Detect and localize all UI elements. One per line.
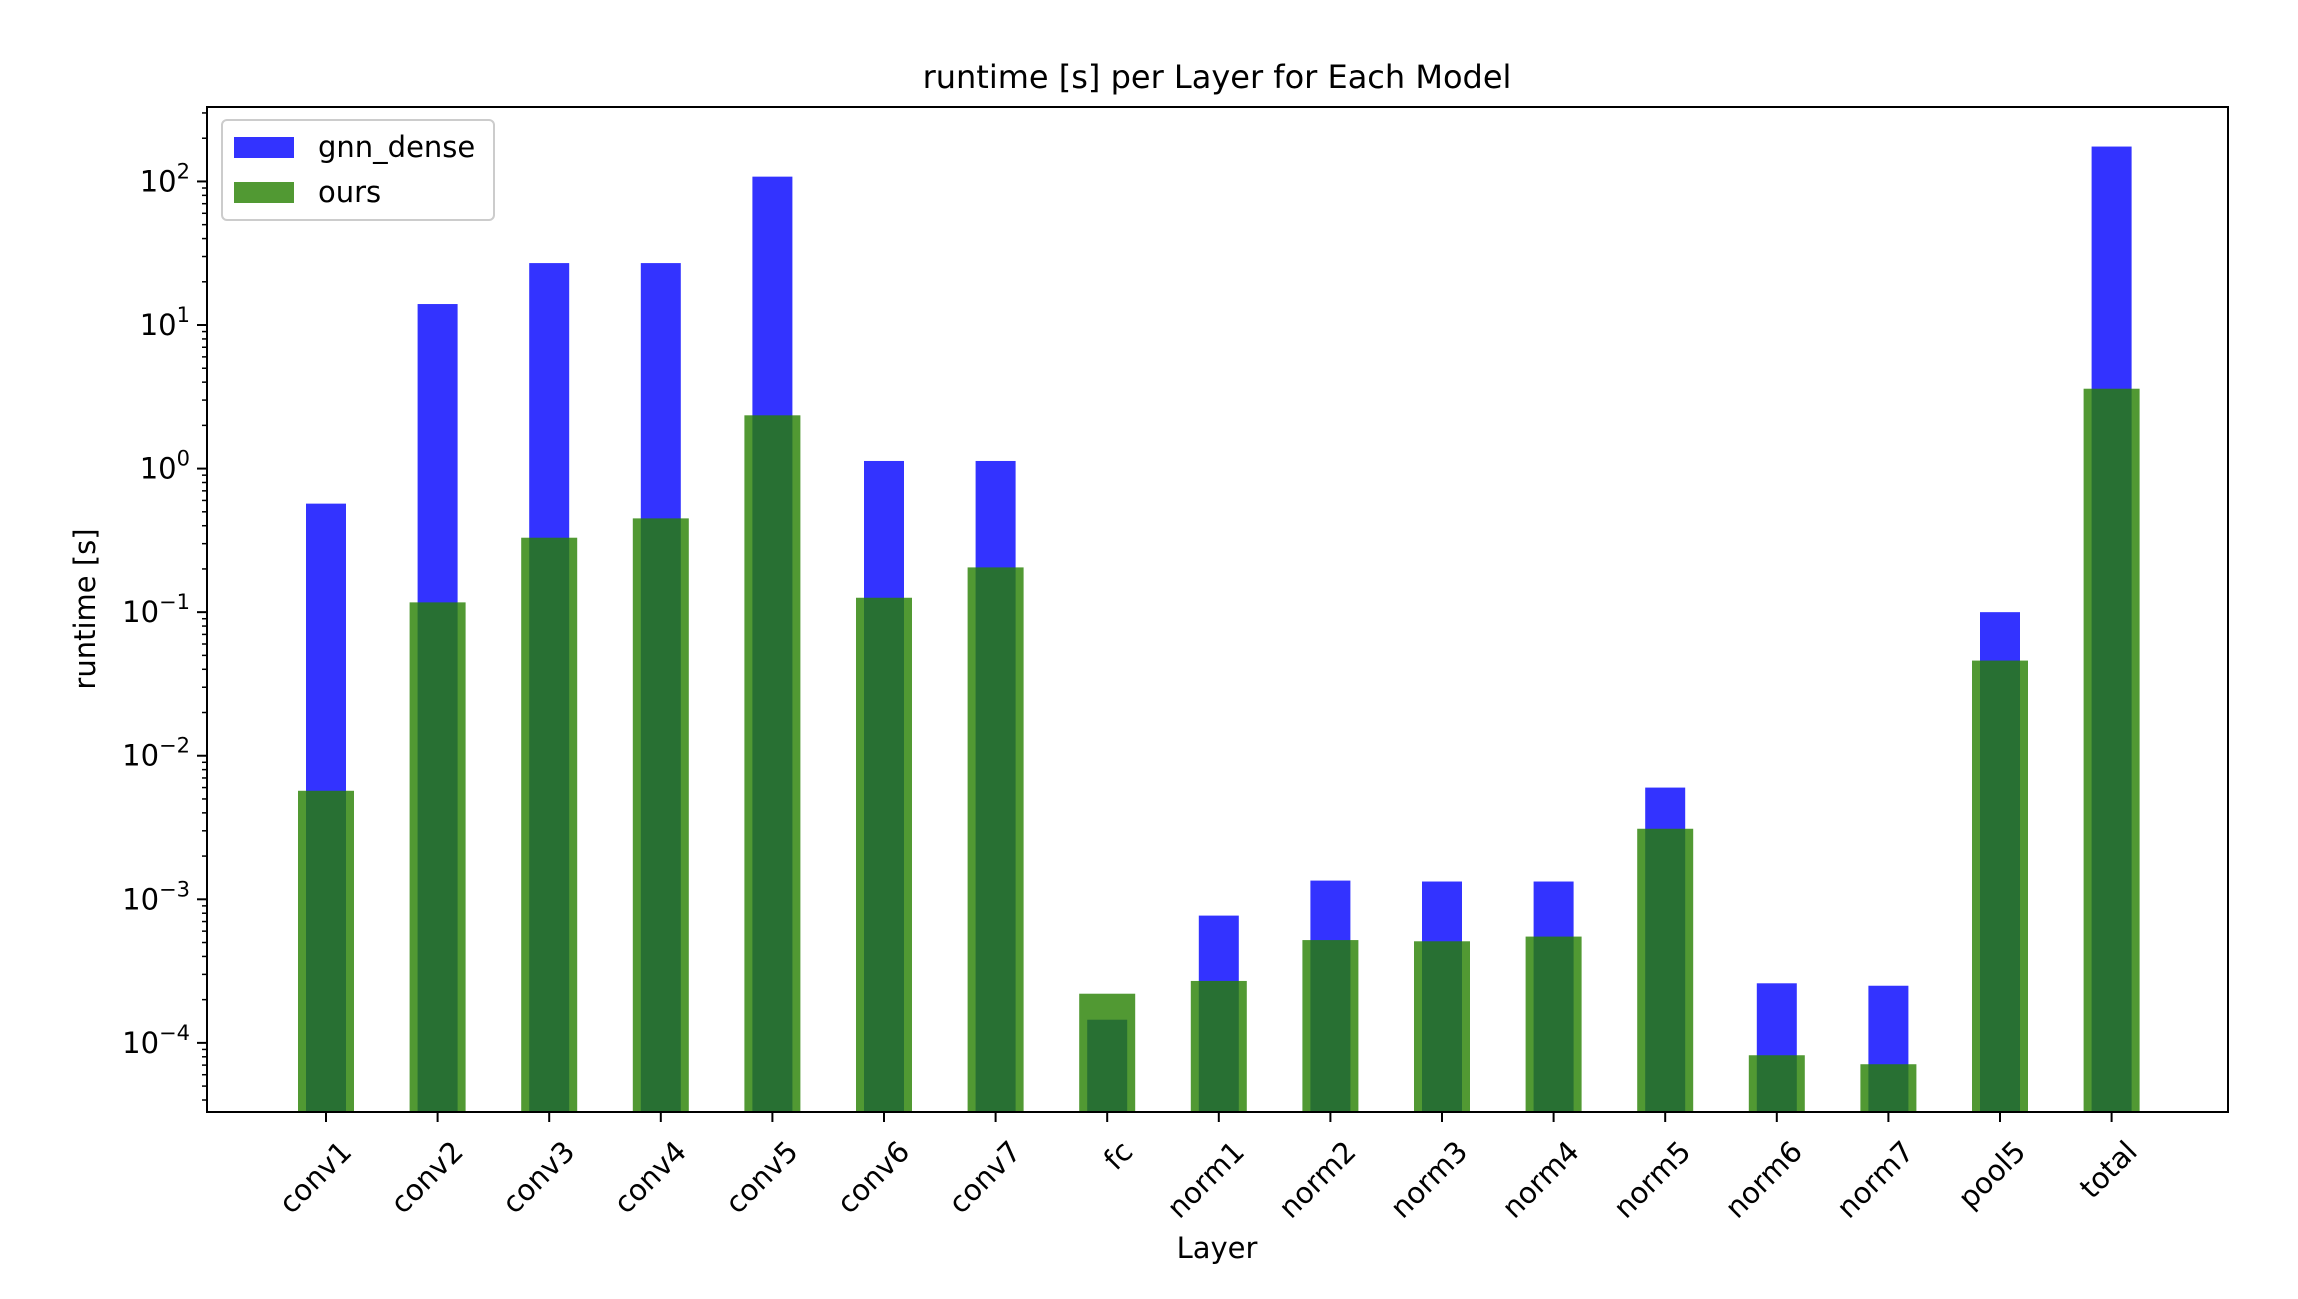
y-tick-label: 100 [140, 447, 190, 486]
y-tick-label: 101 [140, 303, 190, 342]
y-tick-label: 10−3 [122, 877, 190, 916]
bar-ours-norm2 [1302, 940, 1359, 1112]
x-tick-label-conv1: conv1 [272, 1134, 358, 1220]
bar-ours-conv7 [967, 567, 1024, 1112]
x-tick-label-conv7: conv7 [942, 1134, 1028, 1220]
legend: gnn_dense ours [221, 119, 495, 221]
bar-ours-norm7 [1860, 1064, 1917, 1112]
x-tick-label-conv3: conv3 [495, 1134, 581, 1220]
legend-label-gnn-dense: gnn_dense [318, 130, 475, 164]
y-tick-label: 102 [140, 159, 190, 198]
x-axis: conv1 conv2 conv3 conv4 conv5 conv6 conv7 fc nor… [272, 1112, 2144, 1225]
x-tick-label-norm7: norm7 [1830, 1134, 1921, 1225]
legend-label-ours: ours [318, 175, 381, 209]
x-tick-label-norm2: norm2 [1272, 1134, 1363, 1225]
legend-swatch-ours [234, 182, 294, 203]
y-tick-label: 10−1 [122, 590, 190, 629]
bar-ours-conv3 [521, 537, 578, 1112]
x-tick-label-conv4: conv4 [607, 1134, 693, 1220]
x-axis-label: Layer [1177, 1231, 1258, 1265]
x-tick-label-norm5: norm5 [1607, 1134, 1698, 1225]
bar-ours-conv6 [856, 597, 912, 1112]
bar-ours-fc [1079, 993, 1136, 1112]
x-tick-label-conv5: conv5 [719, 1134, 805, 1220]
bar-ours-norm3 [1414, 941, 1470, 1112]
x-tick-label-total: total [2073, 1134, 2144, 1205]
x-tick-label-norm3: norm3 [1384, 1134, 1475, 1225]
x-tick-label-norm6: norm6 [1718, 1134, 1809, 1225]
y-axis: 10−4 10−3 10−2 10−1 100 101 102 [122, 112, 207, 1101]
bar-ours-conv1 [298, 790, 354, 1112]
bar-ours-pool5 [1972, 660, 2028, 1112]
plot-frame [206, 106, 2229, 1113]
bar-ours-conv5 [744, 415, 801, 1112]
bar-ours-norm6 [1748, 1055, 1805, 1112]
x-tick-label-norm1: norm1 [1160, 1134, 1251, 1225]
bars-layer [298, 146, 2140, 1113]
y-tick-label: 10−4 [122, 1021, 190, 1060]
bar-ours-conv2 [409, 602, 466, 1112]
bar-ours-conv4 [632, 518, 689, 1112]
x-tick-label-pool5: pool5 [1951, 1134, 2032, 1215]
legend-swatch-gnn-dense [234, 137, 294, 158]
x-tick-label-conv6: conv6 [830, 1134, 916, 1220]
bar-ours-norm5 [1637, 828, 1694, 1112]
x-tick-label-conv2: conv2 [384, 1134, 470, 1220]
bar-ours-norm1 [1190, 980, 1247, 1112]
x-tick-label-norm4: norm4 [1495, 1134, 1586, 1225]
y-axis-label: runtime [s] [68, 528, 102, 689]
bar-ours-total [2083, 388, 2140, 1112]
bar-ours-norm4 [1525, 936, 1582, 1112]
chart-title: runtime [s] per Layer for Each Model [923, 58, 1512, 96]
x-tick-label-fc: fc [1097, 1134, 1140, 1177]
y-tick-label: 10−2 [122, 734, 190, 773]
